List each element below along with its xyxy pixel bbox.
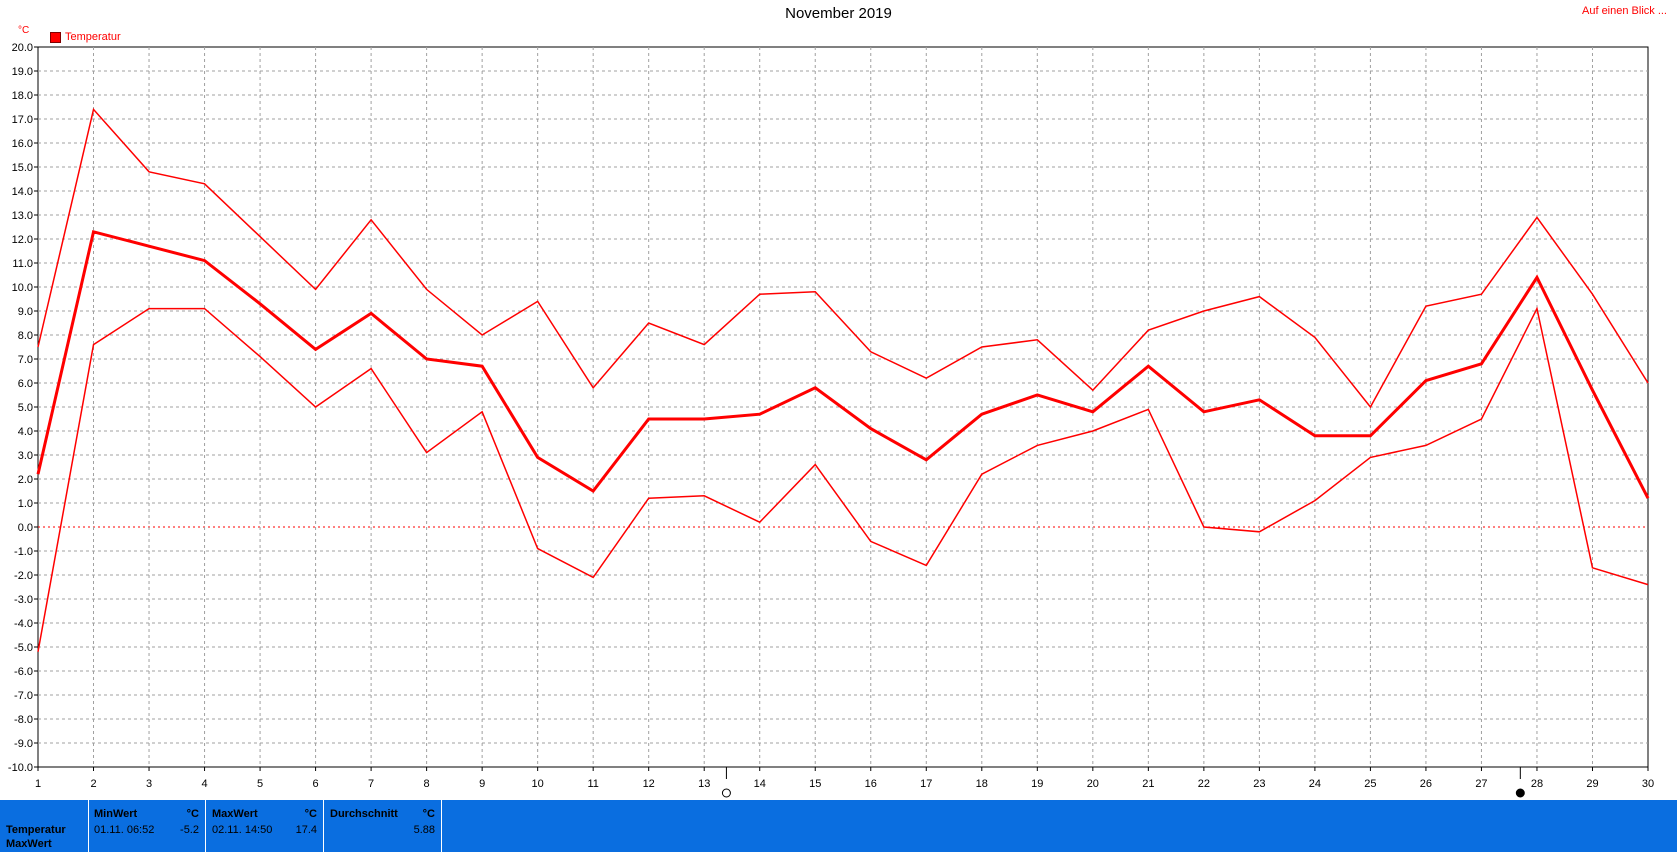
y-tick-label: 5.0 [18, 402, 33, 414]
x-tick-label: 20 [1087, 778, 1099, 790]
x-tick-label: 6 [313, 778, 319, 790]
x-tick-label: 26 [1420, 778, 1432, 790]
chart-title: November 2019 [785, 5, 892, 22]
y-tick-label: 3.0 [18, 450, 33, 462]
y-tick-label: -6.0 [14, 666, 33, 678]
y-tick-label: 7.0 [18, 354, 33, 366]
max-value: 17.4 [295, 824, 317, 836]
footer-min-cell: MinWert °C 01.11. 06:52 -5.2 [88, 800, 206, 852]
y-axis-unit: °C [18, 25, 30, 36]
y-tick-label: 1.0 [18, 498, 33, 510]
y-tick-label: 17.0 [12, 114, 33, 126]
temperature-chart: 20.019.018.017.016.015.014.013.012.011.0… [8, 42, 1654, 798]
x-tick-label: 5 [257, 778, 263, 790]
x-tick-label: 24 [1309, 778, 1321, 790]
y-tick-label: 9.0 [18, 306, 33, 318]
overview-link[interactable]: Auf einen Blick ... [1582, 5, 1667, 17]
y-tick-label: 13.0 [12, 210, 33, 222]
series-line-avg [36, 229, 1650, 499]
x-tick-label: 16 [865, 778, 877, 790]
y-tick-label: -1.0 [14, 546, 33, 558]
min-header: MinWert [94, 808, 138, 820]
y-tick-label: 12.0 [12, 234, 33, 246]
max-unit: °C [304, 808, 317, 820]
avg-value: 5.88 [413, 824, 435, 836]
footer-row-labels: Temperatur MaxWert [0, 800, 89, 852]
new-moon-marker-icon [721, 788, 731, 798]
x-tick-label: 25 [1364, 778, 1376, 790]
y-tick-label: -10.0 [8, 762, 33, 774]
x-tick-label: 28 [1531, 778, 1543, 790]
y-tick-label: -2.0 [14, 570, 33, 582]
x-tick-label: 4 [201, 778, 207, 790]
x-tick-label: 29 [1586, 778, 1598, 790]
stats-footer: Temperatur MaxWert MinWert °C 01.11. 06:… [0, 800, 1677, 852]
legend-label: Temperatur [65, 31, 121, 43]
y-tick-label: 11.0 [12, 258, 33, 270]
y-tick-label: 14.0 [12, 186, 33, 198]
footer-avg-cell: Durchschnitt °C 5.88 [324, 800, 442, 852]
x-tick-label: 27 [1475, 778, 1487, 790]
y-tick-label: 15.0 [12, 162, 33, 174]
series-line-max [37, 107, 1649, 409]
x-tick-label: 21 [1142, 778, 1154, 790]
x-tick-label: 23 [1253, 778, 1265, 790]
x-tick-label: 11 [587, 778, 598, 790]
x-tick-label: 18 [976, 778, 988, 790]
max-header: MaxWert [212, 808, 258, 820]
x-tick-label: 30 [1642, 778, 1654, 790]
x-tick-label: 12 [643, 778, 655, 790]
y-tick-label: -5.0 [14, 642, 33, 654]
y-tick-label: -3.0 [14, 594, 33, 606]
min-value: -5.2 [180, 824, 199, 836]
x-tick-label: 2 [90, 778, 96, 790]
x-tick-label: 17 [920, 778, 932, 790]
x-tick-label: 22 [1198, 778, 1210, 790]
full-moon-marker-icon [1515, 788, 1525, 798]
y-tick-label: -8.0 [14, 714, 33, 726]
x-tick-label: 3 [146, 778, 152, 790]
y-tick-label: 20.0 [12, 42, 33, 54]
row-label-maxwert: MaxWert [6, 838, 52, 850]
footer-max-cell: MaxWert °C 02.11. 14:50 17.4 [206, 800, 324, 852]
y-tick-label: 2.0 [18, 474, 33, 486]
x-tick-label: 1 [35, 778, 41, 790]
x-tick-label: 19 [1031, 778, 1043, 790]
y-tick-label: -9.0 [14, 738, 33, 750]
legend-swatch [50, 31, 61, 43]
x-tick-label: 8 [424, 778, 430, 790]
min-time: 01.11. 06:52 [94, 824, 155, 836]
y-tick-label: 19.0 [12, 66, 33, 78]
min-unit: °C [186, 808, 199, 820]
series-line-min [37, 306, 1649, 652]
avg-unit: °C [422, 808, 435, 820]
max-time: 02.11. 14:50 [212, 824, 273, 836]
x-tick-label: 15 [809, 778, 821, 790]
y-tick-label: 6.0 [18, 378, 33, 390]
y-tick-label: 0.0 [18, 522, 33, 534]
x-tick-label: 13 [698, 778, 710, 790]
avg-header: Durchschnitt [330, 808, 398, 820]
y-tick-label: 4.0 [18, 426, 33, 438]
y-tick-label: 18.0 [12, 90, 33, 102]
x-tick-label: 9 [479, 778, 485, 790]
y-tick-label: 16.0 [12, 138, 33, 150]
x-tick-label: 7 [368, 778, 374, 790]
legend: Temperatur [50, 31, 121, 43]
y-tick-label: -4.0 [14, 618, 33, 630]
row-label-temperatur: Temperatur [6, 824, 66, 836]
y-tick-label: 10.0 [12, 282, 33, 294]
y-tick-label: 8.0 [18, 330, 33, 342]
x-tick-label: 10 [532, 778, 544, 790]
y-tick-label: -7.0 [14, 690, 33, 702]
x-tick-label: 14 [754, 778, 766, 790]
